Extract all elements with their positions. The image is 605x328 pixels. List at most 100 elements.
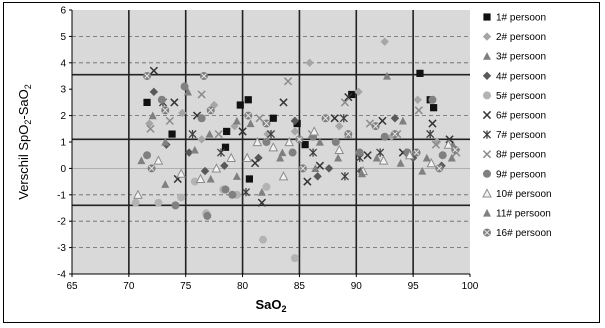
data-point [154, 198, 163, 207]
data-point [245, 175, 253, 183]
marker-stroke [365, 119, 375, 128]
plot-area [72, 10, 470, 274]
data-point [301, 141, 309, 149]
data-point [262, 138, 271, 146]
data-point [157, 95, 166, 104]
legend-label: 6# persoon [496, 111, 546, 122]
data-point [331, 138, 340, 146]
data-point [413, 95, 422, 104]
data-point [380, 37, 389, 46]
marker-stroke [344, 92, 353, 102]
data-point [311, 164, 320, 172]
marker-stroke [345, 131, 352, 137]
marker-stroke [372, 123, 379, 129]
data-point [226, 152, 237, 162]
x-axis-title: SaO2 [255, 297, 286, 314]
data-point [278, 148, 287, 157]
data-point [161, 137, 170, 146]
marker-stroke [263, 120, 270, 127]
legend-label: 5# persoon [496, 91, 546, 102]
marker-stroke [482, 150, 492, 159]
data-point [309, 148, 318, 157]
legend-label: 8# persoon [496, 150, 546, 161]
data-point [246, 119, 255, 128]
marker-stroke [414, 106, 423, 115]
data-point [284, 136, 295, 147]
marker-stroke [413, 149, 420, 156]
data-point [438, 151, 447, 160]
y-tick-label: 3 [60, 85, 66, 96]
series-10 [133, 126, 454, 199]
data-point [137, 156, 146, 165]
marker-stroke [340, 98, 350, 107]
y-tick-label: 4 [60, 58, 66, 69]
data-point [324, 164, 334, 173]
y-tick-label: -2 [57, 217, 66, 228]
data-point [257, 198, 267, 207]
data-point [378, 155, 389, 165]
data-point [262, 119, 271, 128]
legend-label: 9# persoon [496, 169, 546, 180]
marker-stroke [201, 73, 207, 79]
x-tick-label: 80 [237, 281, 249, 292]
marker-stroke [484, 229, 490, 236]
marker-stroke [144, 73, 150, 79]
data-point [223, 127, 231, 136]
data-point [390, 130, 399, 139]
data-point [147, 164, 156, 173]
data-point [149, 87, 159, 97]
marker-stroke [192, 111, 202, 120]
data-point [293, 119, 301, 128]
legend-marker [482, 188, 492, 198]
data-point [161, 106, 170, 115]
y-tick-label: -1 [57, 190, 66, 201]
data-point [340, 98, 350, 107]
data-point [146, 124, 155, 133]
data-point [221, 143, 230, 151]
data-point [428, 95, 437, 104]
data-point [426, 129, 435, 139]
data-point [321, 114, 330, 123]
data-point [295, 135, 304, 144]
marker-stroke [207, 107, 214, 114]
data-point [205, 129, 214, 138]
data-point [268, 142, 279, 152]
marker-stroke [250, 158, 260, 168]
data-point [313, 172, 322, 181]
data-point [435, 164, 444, 173]
data-point [412, 148, 421, 157]
data-point [238, 127, 247, 136]
data-point [199, 72, 208, 80]
x-tick-label: 65 [66, 281, 78, 292]
data-point [428, 119, 437, 128]
marker-stroke [149, 66, 159, 75]
data-point [432, 137, 442, 147]
data-point [380, 132, 389, 141]
data-point [298, 164, 307, 173]
data-point [430, 104, 438, 112]
marker-stroke [197, 90, 206, 99]
x-tick-label: 100 [462, 281, 479, 292]
marker-stroke [255, 114, 264, 123]
data-point [148, 111, 157, 120]
x-tick-label: 75 [180, 281, 192, 292]
legend-label: 4# persoon [496, 71, 546, 82]
marker-stroke [283, 77, 293, 86]
data-point [288, 148, 297, 157]
data-point [143, 151, 152, 160]
legend-marker [483, 13, 491, 21]
series-9 [143, 82, 447, 220]
data-point [176, 168, 186, 178]
data-point [445, 135, 454, 144]
legend-marker [482, 130, 492, 139]
legend-label: 3# persoon [496, 52, 546, 63]
data-point [344, 130, 353, 139]
data-point [363, 151, 372, 160]
data-point [344, 92, 353, 102]
data-point [335, 121, 344, 131]
marker-stroke [303, 177, 312, 186]
data-point [443, 139, 454, 149]
data-point [276, 153, 285, 162]
y-tick-label: 0 [60, 164, 66, 175]
data-point [416, 69, 424, 77]
